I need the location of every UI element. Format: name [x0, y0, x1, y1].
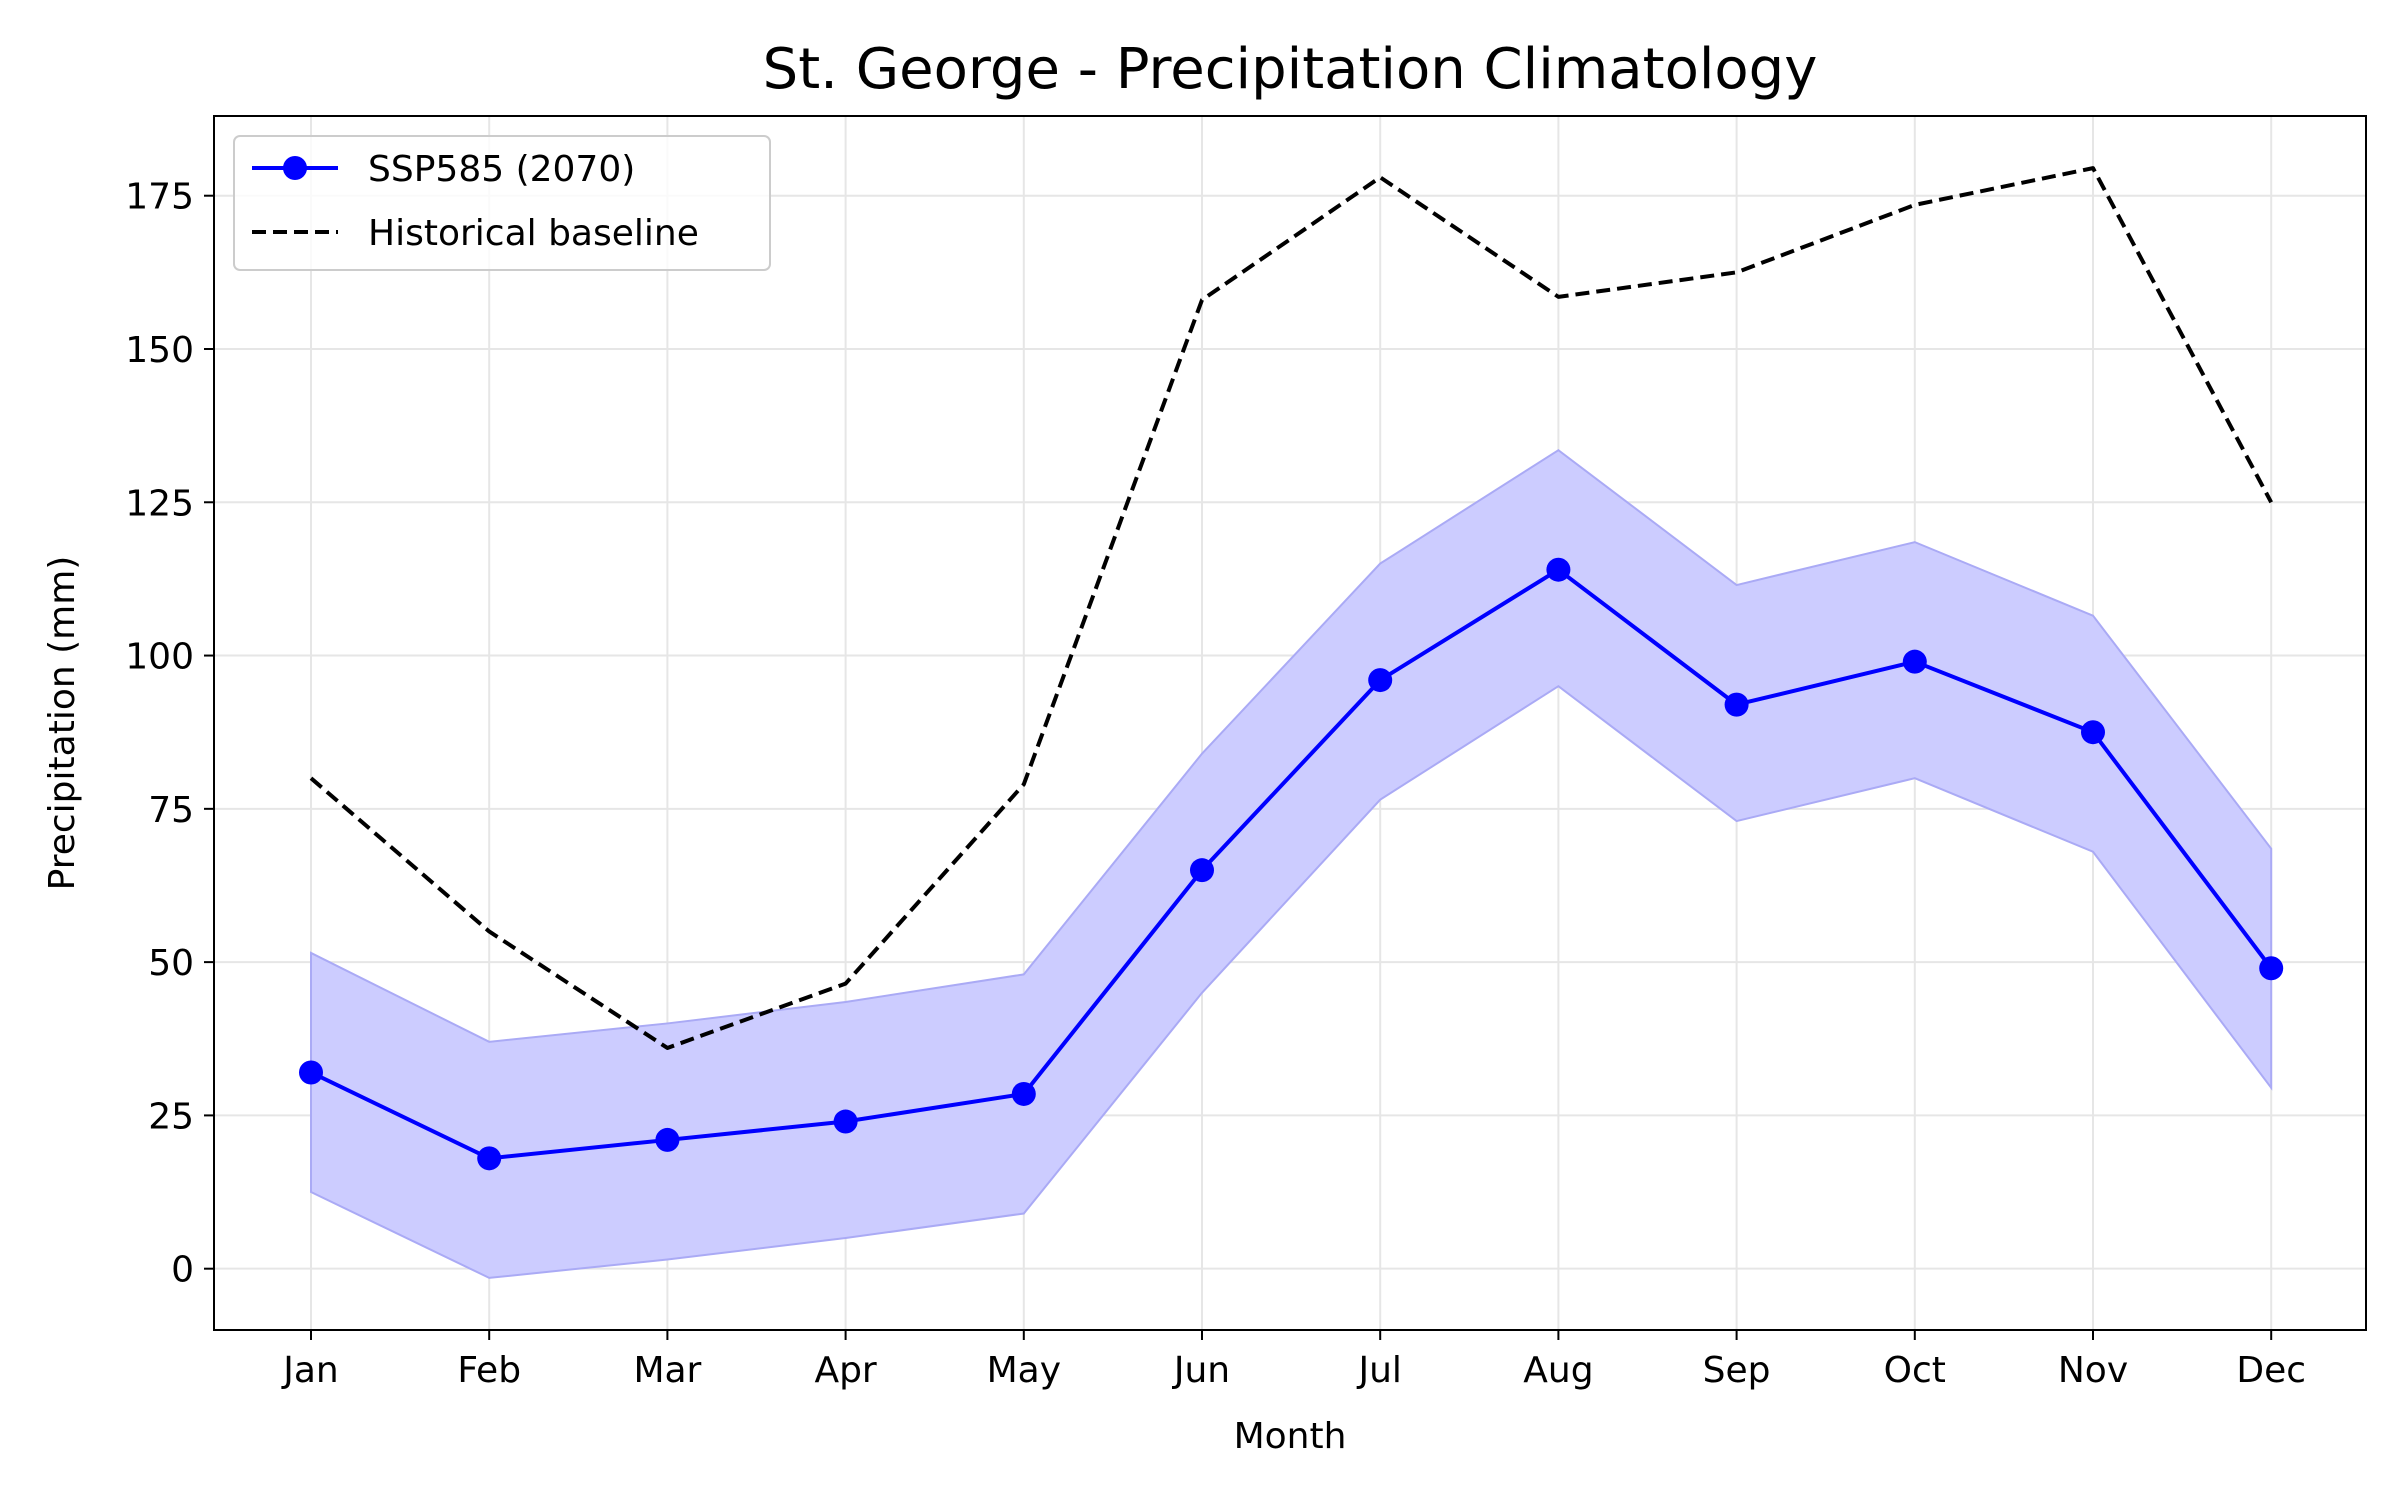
plot-frame — [213, 115, 2367, 1331]
x-tick-label: Feb — [457, 1350, 521, 1391]
y-tick-label: 0 — [171, 1250, 194, 1291]
x-tick-label: Oct — [1884, 1350, 1946, 1391]
series-markers — [299, 557, 2284, 1171]
ssp585-point-sep — [1724, 692, 1749, 717]
ssp585-point-dec — [2259, 956, 2284, 981]
x-tick-label: Jul — [1356, 1350, 1401, 1391]
ssp585-point-aug — [1546, 557, 1571, 582]
x-tick-label: Jan — [281, 1350, 339, 1391]
uncertainty-bands — [310, 448, 2273, 1279]
ssp585-point-nov — [2081, 720, 2105, 745]
legend-box — [233, 135, 771, 271]
y-tick-label: 75 — [148, 790, 194, 831]
x-tick-label: Jun — [1172, 1350, 1230, 1391]
ssp585-point-may — [1011, 1081, 1036, 1106]
ssp585-uncertainty-band — [310, 448, 2273, 1279]
ssp585-point-oct — [1902, 649, 1927, 674]
ssp585-point-jul — [1368, 668, 1393, 693]
ssp585-point-jan — [299, 1060, 323, 1085]
ssp585-point-jun — [1190, 858, 1214, 883]
y-tick-label: 50 — [148, 943, 194, 984]
ssp585-point-mar — [655, 1127, 680, 1152]
ssp585-point-feb — [477, 1146, 502, 1171]
series-lines — [309, 166, 2273, 1161]
y-axis-label: Precipitation (mm) — [42, 556, 83, 891]
ssp585-line — [310, 567, 2273, 1161]
x-tick-label: Dec — [2236, 1350, 2306, 1391]
y-tick-label: 25 — [148, 1096, 194, 1137]
y-tick-label: 150 — [125, 330, 194, 371]
x-tick-label: Mar — [633, 1350, 701, 1391]
legend-label-historical: Historical baseline — [368, 213, 699, 254]
y-tick-label: 100 — [125, 637, 194, 678]
axis-ticks: Jan Feb Mar Apr May Jun Jul Aug Sep Oct Nov Dec 0 25 5… — [125, 177, 2306, 1391]
chart-title: St. George - Precipitation Climatology — [763, 37, 1818, 102]
ssp585-point-apr — [833, 1109, 858, 1134]
x-tick-label: Sep — [1703, 1350, 1771, 1391]
legend-label-ssp585: SSP585 (2070) — [368, 149, 635, 190]
x-tick-label: Nov — [2058, 1350, 2128, 1391]
legend-marker-ssp585 — [283, 156, 307, 180]
legend: SSP585 (2070) Historical baseline — [233, 135, 771, 271]
historical-baseline-line — [309, 166, 2273, 1050]
x-axis-label: Month — [1234, 1416, 1347, 1457]
x-tick-label: Aug — [1523, 1350, 1593, 1391]
y-tick-label: 175 — [125, 177, 194, 218]
x-tick-label: May — [987, 1350, 1061, 1391]
y-tick-label: 125 — [125, 483, 194, 524]
x-tick-label: Apr — [814, 1350, 876, 1391]
